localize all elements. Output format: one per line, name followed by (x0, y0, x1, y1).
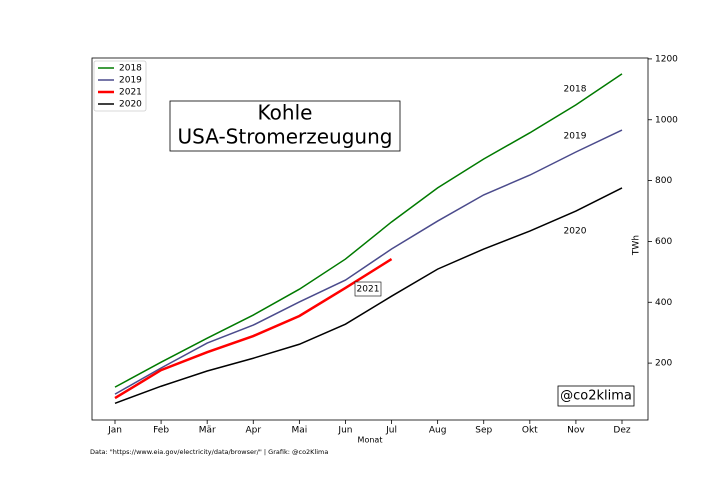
legend-label: 2021 (119, 88, 142, 98)
chart-subtitle: USA-Stromerzeugung (178, 125, 393, 149)
watermark: @co2klima (560, 389, 632, 404)
legend-label: 2020 (119, 100, 142, 110)
y-tick-label: 600 (655, 237, 672, 247)
annotation: 2018 (564, 85, 587, 95)
x-tick-label: Jul (385, 426, 397, 436)
annotation-box (354, 281, 382, 297)
line (114, 258, 393, 400)
y-tick-label: 1200 (655, 54, 678, 64)
x-tick-label: Jun (337, 426, 352, 436)
line (114, 129, 623, 395)
x-tick-label: Nov (567, 426, 585, 436)
plot-frame (91, 57, 649, 421)
x-tick-label: Dez (613, 426, 630, 436)
annotation: 2020 (564, 227, 587, 237)
y-tick-label: 800 (655, 176, 672, 186)
watermark-box (557, 385, 635, 407)
y-tick-label: 200 (655, 359, 672, 369)
x-tick-label: Sep (475, 426, 492, 436)
legend-label: 2019 (119, 76, 142, 86)
x-axis-label: Monat (358, 436, 383, 445)
x-tick-label: Mai (291, 426, 307, 436)
line (114, 187, 623, 404)
chart-title: Kohle (258, 101, 313, 125)
x-tick-label: Aug (429, 426, 447, 436)
annotation: 2019 (564, 132, 587, 142)
source: Data: "https://www.eia.gov/electricity/d… (90, 448, 328, 456)
legend-box (93, 60, 147, 112)
x-tick-label: Mär (199, 426, 216, 436)
annotation: 2021 (357, 285, 380, 295)
legend-label: 2018 (119, 64, 142, 74)
y-tick-label: 1000 (655, 115, 678, 125)
x-tick-label: Jan (107, 426, 122, 436)
y-axis-label: TWh (632, 235, 642, 256)
line (114, 73, 623, 388)
y-tick-label: 400 (655, 298, 672, 308)
title-box (169, 100, 401, 152)
x-tick-label: Apr (245, 426, 261, 436)
x-tick-label: Feb (153, 426, 169, 436)
x-tick-label: Okt (522, 426, 538, 436)
